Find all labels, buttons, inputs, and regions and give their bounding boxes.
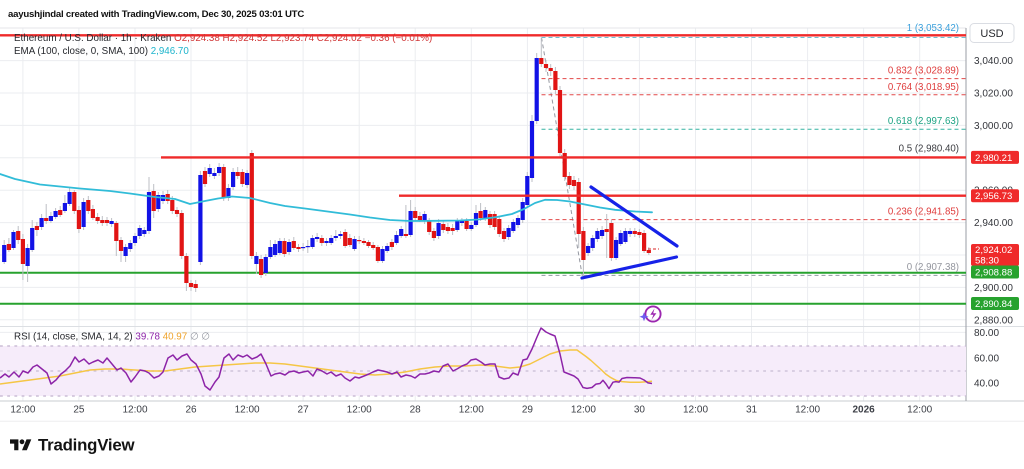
- svg-text:0.832 (3,028.89): 0.832 (3,028.89): [888, 66, 959, 77]
- svg-text:0.764 (3,018.95): 0.764 (3,018.95): [888, 82, 959, 93]
- svg-text:80.00: 80.00: [974, 328, 999, 339]
- svg-text:RSI (14, close, SMA, 14, 2) 39: RSI (14, close, SMA, 14, 2) 39.78 40.97 …: [14, 332, 210, 343]
- svg-text:0 (2,907.38): 0 (2,907.38): [907, 262, 959, 273]
- svg-text:60.00: 60.00: [974, 353, 999, 364]
- svg-text:EMA (100, close, 0, SMA, 100): EMA (100, close, 0, SMA, 100) 2,946.70: [14, 46, 189, 57]
- svg-text:2,940.00: 2,940.00: [974, 218, 1013, 229]
- svg-text:3,040.00: 3,040.00: [974, 56, 1013, 67]
- svg-text:2,924.02: 2,924.02: [975, 245, 1012, 256]
- svg-text:2,956.73: 2,956.73: [975, 191, 1012, 202]
- svg-text:12:00: 12:00: [10, 405, 35, 416]
- svg-text:12:00: 12:00: [235, 405, 260, 416]
- svg-text:0.236 (2,941.85): 0.236 (2,941.85): [888, 207, 959, 218]
- svg-text:12:00: 12:00: [571, 405, 596, 416]
- svg-text:2026: 2026: [852, 405, 875, 416]
- svg-text:0.618 (2,997.63): 0.618 (2,997.63): [888, 116, 959, 127]
- svg-text:12:00: 12:00: [907, 405, 932, 416]
- svg-text:25: 25: [73, 405, 85, 416]
- svg-text:31: 31: [746, 405, 758, 416]
- svg-text:12:00: 12:00: [459, 405, 484, 416]
- svg-text:12:00: 12:00: [347, 405, 372, 416]
- svg-text:2,980.21: 2,980.21: [975, 153, 1012, 164]
- svg-text:0.5 (2,980.40): 0.5 (2,980.40): [899, 144, 959, 155]
- svg-text:40.00: 40.00: [974, 379, 999, 390]
- svg-text:2,900.00: 2,900.00: [974, 283, 1013, 294]
- svg-text:3,000.00: 3,000.00: [974, 121, 1013, 132]
- svg-text:3,020.00: 3,020.00: [974, 89, 1013, 100]
- svg-text:TradingView: TradingView: [38, 436, 135, 455]
- svg-text:aayushjindal created with Trad: aayushjindal created with TradingView.co…: [8, 9, 304, 20]
- svg-text:29: 29: [522, 405, 534, 416]
- svg-text:12:00: 12:00: [683, 405, 708, 416]
- svg-text:12:00: 12:00: [122, 405, 147, 416]
- svg-text:1 (3,053.42): 1 (3,053.42): [907, 23, 959, 34]
- svg-text:2,880.00: 2,880.00: [974, 315, 1013, 326]
- svg-text:12:00: 12:00: [795, 405, 820, 416]
- svg-text:2,908.88: 2,908.88: [975, 267, 1012, 278]
- svg-text:27: 27: [298, 405, 310, 416]
- svg-text:30: 30: [634, 405, 646, 416]
- svg-text:USD: USD: [980, 28, 1003, 40]
- svg-text:2,890.84: 2,890.84: [975, 299, 1013, 310]
- svg-text:28: 28: [410, 405, 422, 416]
- svg-text:Ethereum / U.S. Dollar · 1h ·: Ethereum / U.S. Dollar · 1h · Kraken O2,…: [14, 33, 432, 44]
- svg-text:26: 26: [185, 405, 197, 416]
- svg-text:58:30: 58:30: [975, 256, 999, 267]
